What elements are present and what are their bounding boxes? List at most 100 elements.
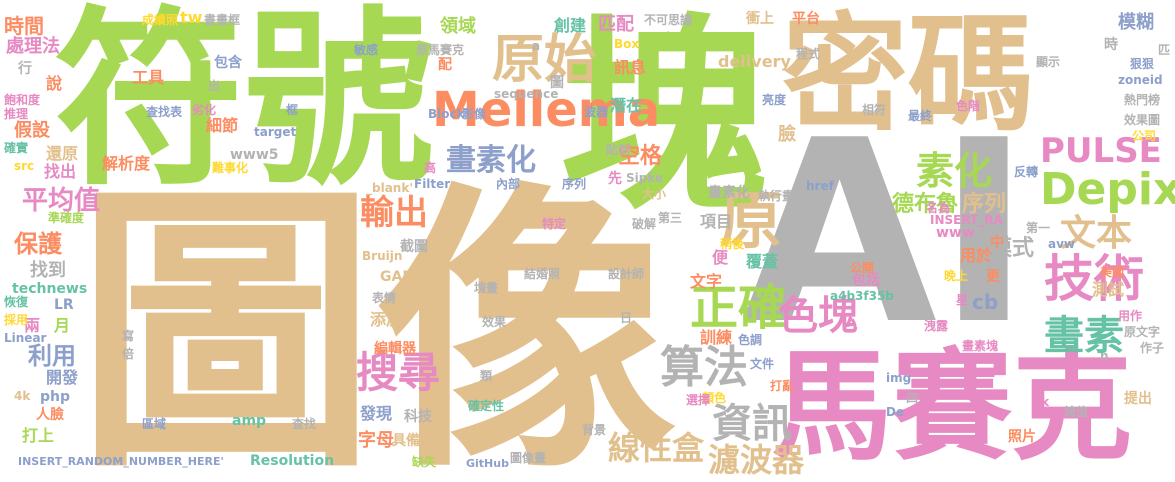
word-origin: 原 — [720, 184, 783, 257]
word-match-single: 匹 — [1158, 43, 1171, 57]
word-rush: 衝上 — [746, 11, 774, 27]
word-cb: cb — [972, 290, 999, 314]
word-certainty: 確定性 — [468, 399, 505, 413]
word-four: 四 — [906, 391, 919, 405]
word-delivery: delivery — [718, 52, 791, 71]
word-image-paint: 圖像畫 — [510, 451, 547, 465]
word-reverse: 反轉 — [1014, 165, 1039, 179]
word-select: 選擇 — [686, 393, 711, 407]
word-first-2: 第一 — [1026, 221, 1051, 235]
word-emoji: 表情 — [372, 291, 397, 305]
word-when: 時 — [1104, 37, 1118, 53]
word-php: php — [40, 389, 71, 405]
word-mellema: Mellema — [432, 82, 661, 138]
word-hard: 狠狠 — [1130, 57, 1155, 71]
word-algorithm: 算法 — [660, 342, 748, 393]
word-gan: GAN — [380, 269, 415, 285]
word-tech: 科技 — [404, 409, 432, 425]
word-specific: 特定 — [542, 217, 567, 231]
word-infer: 推理 — [4, 107, 29, 121]
word-third: 第三 — [658, 211, 683, 225]
word-block: 塊 — [560, 0, 768, 239]
word-divide: 分為 — [786, 261, 811, 275]
word-indeed: 確實 — [4, 141, 29, 155]
word-include: 包括 — [852, 273, 880, 289]
word-filter: 濾波器 — [708, 441, 805, 479]
word-image: 圖像 — [76, 159, 676, 482]
word-protect: 保護 — [14, 230, 62, 258]
word-editor: 編輯器 — [374, 341, 416, 357]
word-accuracy: 準確度 — [48, 211, 85, 225]
word-avw: avw — [1048, 237, 1076, 251]
word-create: 創建 — [554, 16, 587, 35]
word-mode: 模式 — [990, 236, 1035, 261]
word-cover: 覆蓋 — [746, 252, 779, 271]
word-try: 嘗試 — [792, 203, 817, 217]
word-imaging: 影像 — [462, 107, 487, 121]
word-usa: 美國 — [1100, 265, 1125, 279]
word-first: 先 — [608, 171, 622, 187]
word-message: 訊息 — [614, 58, 647, 77]
word-pulse: PULSE — [1040, 131, 1162, 171]
word-stamp: 打上 — [22, 426, 55, 445]
word-n: n — [1100, 349, 1109, 363]
word-output: 輸出 — [360, 193, 428, 233]
word-text: 文本 — [1060, 213, 1133, 254]
word-filter-en: Filter — [414, 177, 451, 191]
word-effect-image: 效果圖 — [1124, 113, 1161, 127]
word-href: href — [806, 179, 834, 193]
word-debru: 德布魯 — [892, 192, 959, 217]
word-password: 密碼 — [782, 1, 1034, 148]
word-insert-random: INSERT_RANDOM_NUMBER_HERE' — [18, 455, 224, 468]
word-pixelate-2: 畫素化 — [708, 185, 750, 201]
word-screenshot: 截圖 — [400, 239, 428, 255]
word-correct: 正確 — [690, 280, 787, 336]
word-later: 稍後 — [720, 237, 745, 251]
word-internal: 內部 — [496, 177, 521, 191]
word-discover: 發現 — [360, 404, 393, 423]
word-zuozi: 作子 — [1140, 341, 1165, 355]
word-effect: 效果 — [482, 315, 507, 329]
word-target: target — [254, 125, 297, 139]
word-out: 出 — [208, 79, 221, 93]
word-say: 說 — [46, 74, 63, 93]
word-designer: 設計師 — [608, 267, 645, 281]
word-leak: 洩露 — [924, 319, 949, 333]
word-frame: 書畫框 — [204, 13, 241, 27]
word-info: 資訊 — [712, 401, 792, 447]
word-propose: 提出 — [1124, 391, 1152, 407]
word-insert-ra: INSERT_RA — [930, 213, 1003, 227]
word-paste: 貼到 — [606, 143, 631, 157]
word-symbol: 符號 — [54, 0, 435, 211]
word-sensitive: 敏感 — [354, 43, 379, 57]
word-as: 用作 — [1118, 309, 1143, 323]
word-use: 利用 — [28, 342, 76, 370]
word-technique: 技術 — [1044, 250, 1144, 308]
word-convenient: 便 — [712, 248, 729, 267]
word-zoneid: zoneid — [1118, 73, 1163, 87]
word-src: src — [14, 159, 35, 173]
word-restore: 還原 — [46, 144, 79, 163]
word-depix: Depix — [1040, 164, 1175, 215]
word-crack: 破解 — [632, 217, 657, 231]
word-match: 匹配 — [598, 14, 634, 35]
word-test: 測試 — [1092, 280, 1125, 299]
word-blur: 模糊 — [1118, 12, 1154, 33]
word-pixelate: 畫素化 — [446, 143, 536, 178]
word-contain: 包含 — [214, 55, 242, 71]
word-resolution: Resolution — [250, 453, 335, 469]
word-detail: 細節 — [206, 116, 239, 135]
word-4k: 4k — [14, 389, 31, 403]
word-recover: 恢復 — [4, 295, 29, 309]
word-face-2: 臉 — [778, 124, 796, 145]
word-middle: 中 — [990, 235, 1004, 251]
word-img: img — [886, 371, 912, 385]
word-potential: 潛在 — [610, 96, 643, 115]
word-color-block: 色塊 — [778, 293, 858, 339]
word-color-level: 色階 — [956, 99, 981, 113]
word-region: 區域 — [142, 417, 167, 431]
word-adopt: 採用 — [4, 313, 29, 327]
word-a: a — [532, 39, 541, 53]
word-lization: 素化 — [916, 149, 993, 193]
